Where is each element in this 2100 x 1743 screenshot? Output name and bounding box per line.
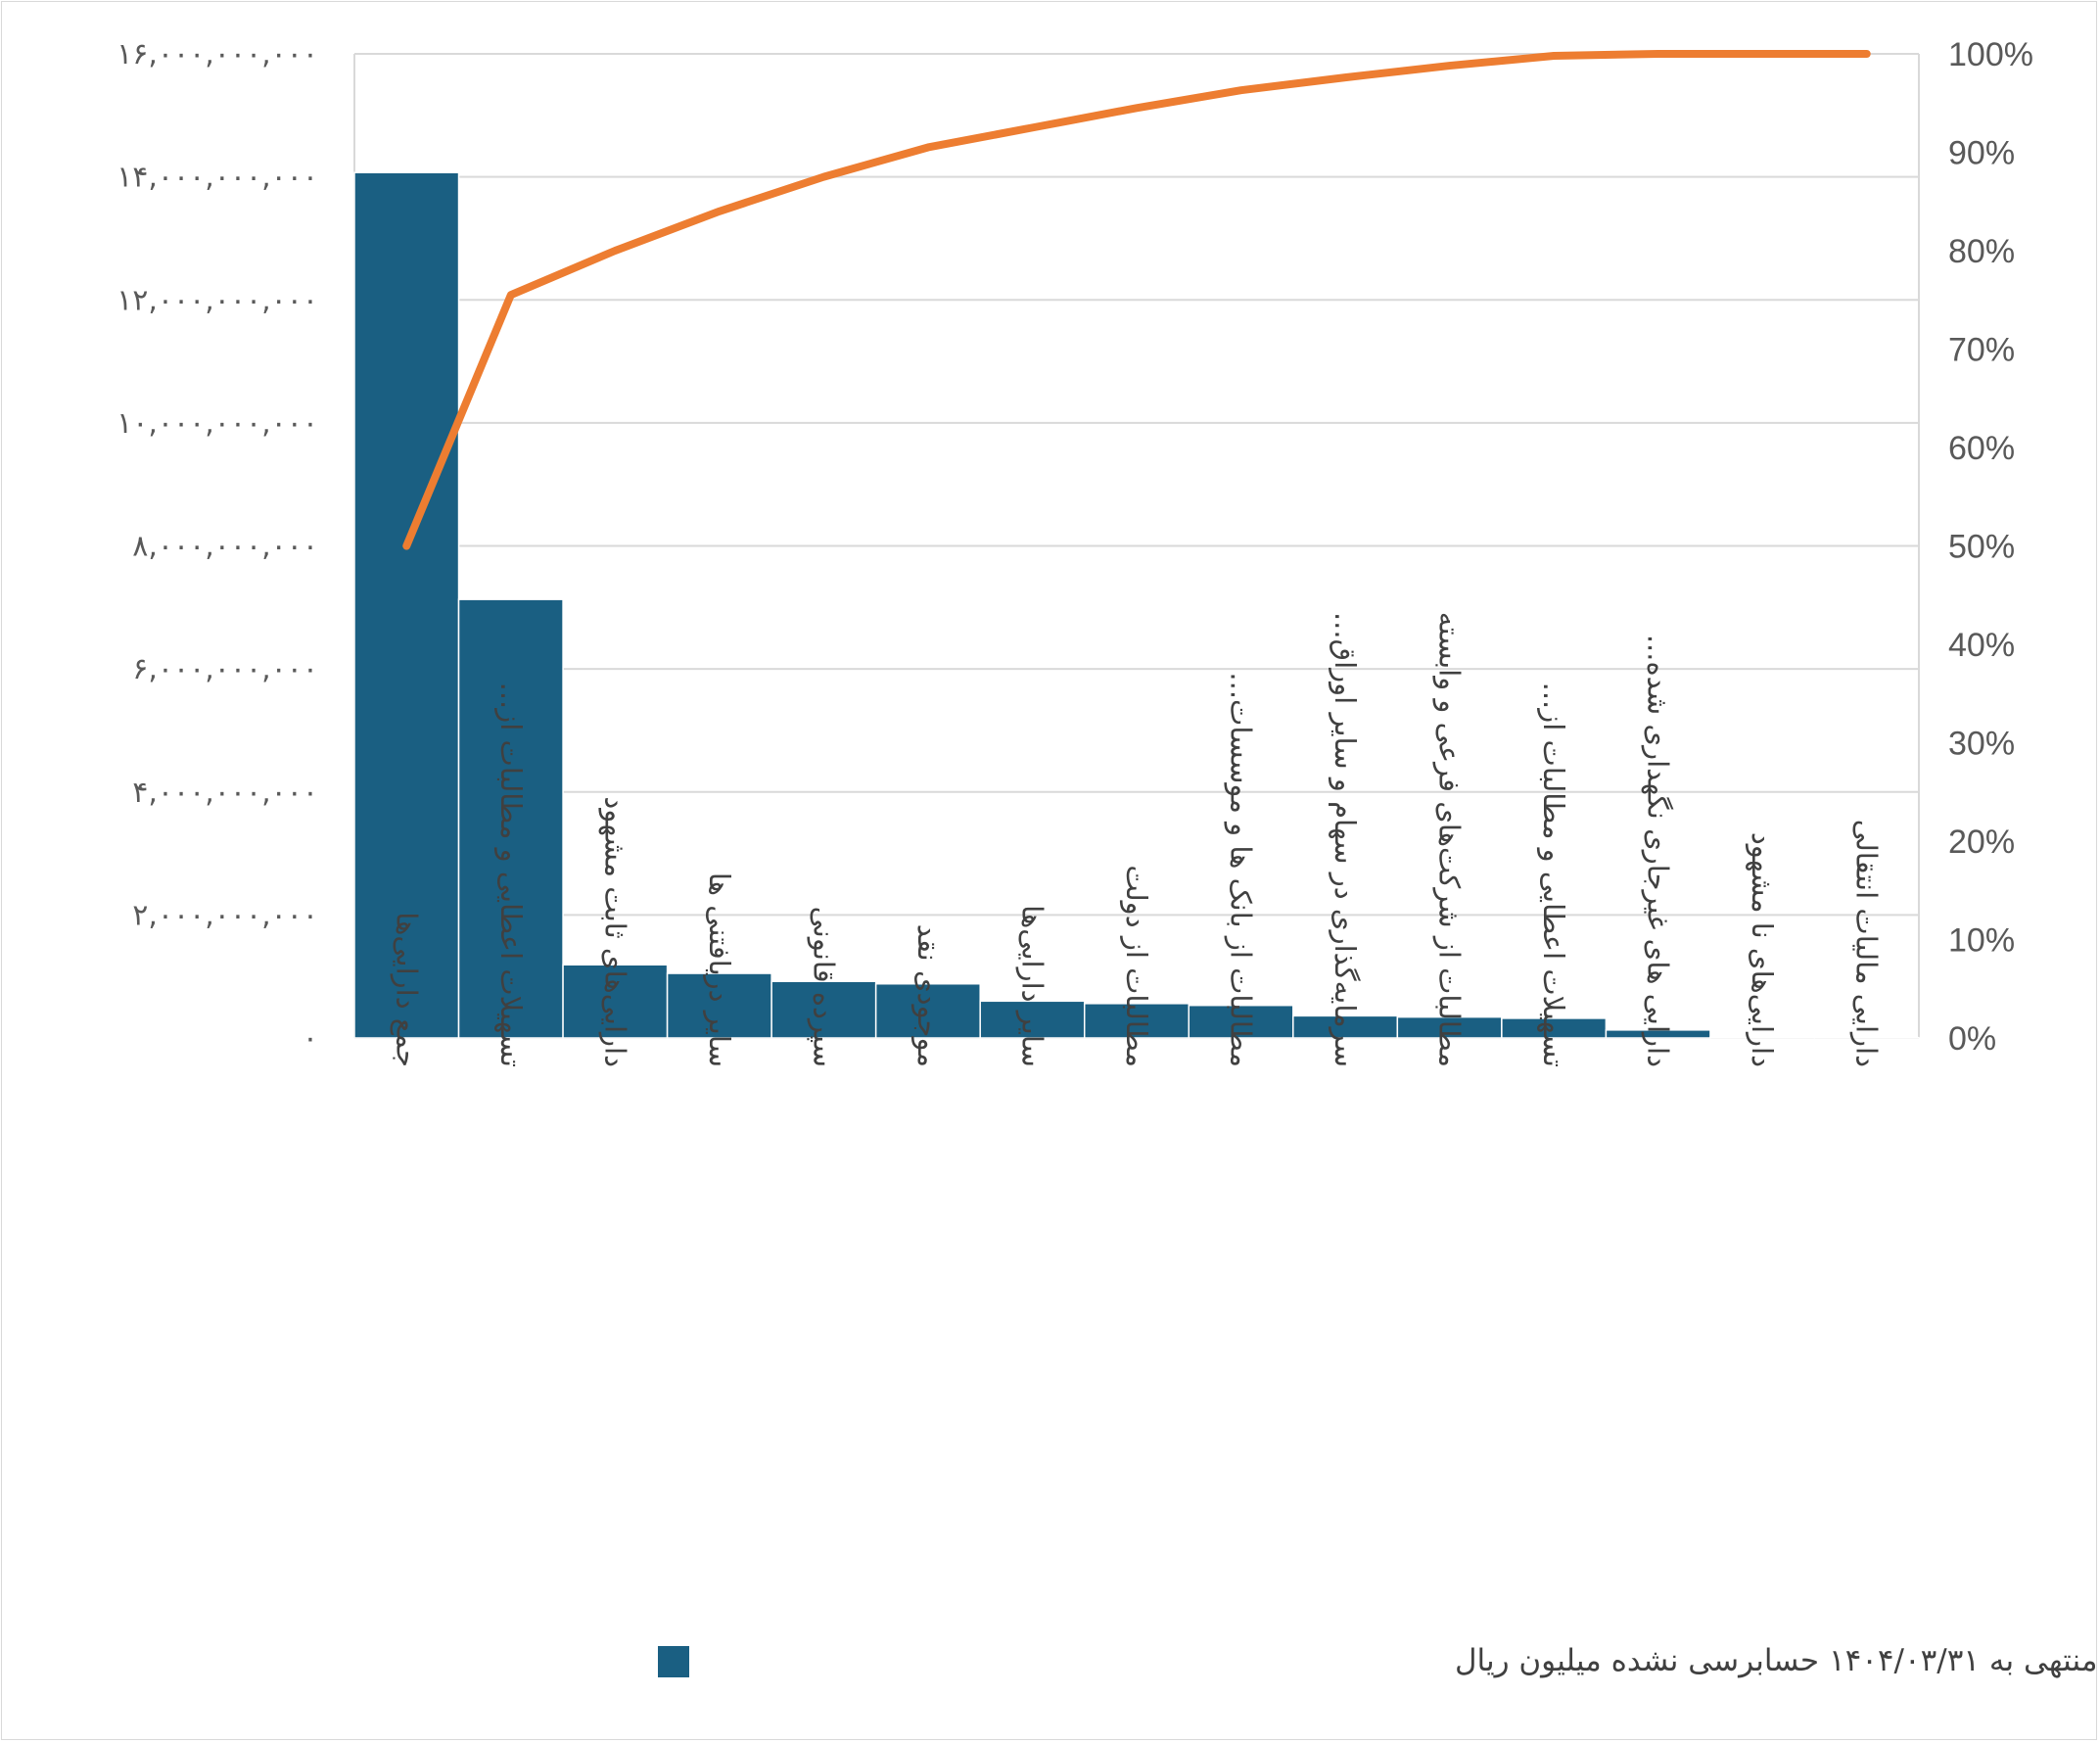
x-tick-label: تسهیلات اعطایی و مطالبات از... <box>1537 683 1570 1067</box>
bar <box>562 964 669 1039</box>
bar <box>770 980 877 1039</box>
x-tick-label: دارایی مالیات انتقالی <box>1850 820 1884 1067</box>
y2-tick-label: 10% <box>1948 922 2015 960</box>
y-tick-label: ۱۰,۰۰۰,۰۰۰,۰۰۰ <box>117 406 318 441</box>
y-tick-label: ۱۲,۰۰۰,۰۰۰,۰۰۰ <box>117 283 318 317</box>
y-tick-label: ۱۶,۰۰۰,۰۰۰,۰۰۰ <box>117 37 318 71</box>
x-tick-label: موجودی نقد <box>911 924 945 1067</box>
y-tick-label: ۸,۰۰۰,۰۰۰,۰۰۰ <box>132 530 318 564</box>
x-tick-label: دارایی‌های ثابت مشهود <box>598 796 631 1067</box>
y2-tick-label: 90% <box>1948 135 2015 172</box>
bar <box>353 171 460 1039</box>
x-tick-label: جمع دارایی‌ها <box>390 912 423 1067</box>
legend-label: دوره منتهی به ۱۴۰۴/۰۳/۳۱ حسابرسی نشده می… <box>1455 1643 2100 1678</box>
y-tick-label: ۲,۰۰۰,۰۰۰,۰۰۰ <box>132 898 318 932</box>
x-tick-label: سایر دریافتنی ها <box>703 872 736 1067</box>
y-tick-label: ۴,۰۰۰,۰۰۰,۰۰۰ <box>132 776 318 810</box>
y-tick-label: ۶,۰۰۰,۰۰۰,۰۰۰ <box>132 652 318 686</box>
x-tick-label: مطالبات از شرکت‌های فرعی و وابسته <box>1433 612 1467 1067</box>
x-tick-label: مطالبات از دولت <box>1120 865 1153 1067</box>
y-tick-label: ۰ <box>303 1021 318 1056</box>
bar <box>457 598 564 1039</box>
x-axis-category-labels: جمع دارایی‌ها تسهیلات اعطایی و مطالبات از… <box>390 612 1883 1067</box>
legend-swatch <box>658 1646 689 1677</box>
y2-tick-label: 70% <box>1948 332 2015 369</box>
bar <box>666 972 772 1039</box>
x-tick-label: مطالبات از بانک ها و موسسات... <box>1225 672 1258 1067</box>
y2-tick-label: 30% <box>1948 726 2015 763</box>
x-tick-label: دارایی‌های نا مشهود <box>1746 832 1779 1067</box>
y-tick-label: ۱۴,۰۰۰,۰۰۰,۰۰۰ <box>117 161 318 195</box>
x-tick-label: تسهیلات اعطایی و مطالبات از... <box>494 683 528 1067</box>
legend: دوره منتهی به ۱۴۰۴/۰۳/۳۱ حسابرسی نشده می… <box>658 1643 2100 1678</box>
y2-tick-label: 50% <box>1948 529 2015 566</box>
y2-tick-label: 60% <box>1948 430 2015 467</box>
y-axis-right: 0% 10% 20% 30% 40% 50% 60% 70% 80% 90% 100% <box>1948 36 2033 1058</box>
y2-tick-label: 100% <box>1948 36 2033 73</box>
cumulative-line-series <box>402 50 1871 550</box>
x-tick-label: سپرده قانونی <box>806 907 840 1067</box>
bar-series <box>353 171 1920 1039</box>
y2-tick-label: 0% <box>1948 1020 1996 1058</box>
y2-tick-label: 20% <box>1948 824 2015 861</box>
x-tick-label: سرمایه‌گذاری در سهام و سایر اوراق... <box>1329 612 1362 1067</box>
y2-tick-label: 40% <box>1948 627 2015 664</box>
x-tick-label: سایر دارایی‌ها <box>1015 905 1049 1067</box>
bar <box>1083 1003 1190 1039</box>
bar <box>874 982 981 1039</box>
bar <box>1501 1017 1608 1039</box>
bar <box>1605 1029 1711 1039</box>
x-tick-label: دارایی های غیرجاری نگهداری شده... <box>1642 635 1675 1067</box>
cumulative-line <box>402 50 1871 550</box>
y-axis-left: ۰ ۲,۰۰۰,۰۰۰,۰۰۰ ۴,۰۰۰,۰۰۰,۰۰۰ ۶,۰۰۰,۰۰۰,۰۰۰… <box>117 37 318 1056</box>
y2-tick-label: 80% <box>1948 233 2015 270</box>
